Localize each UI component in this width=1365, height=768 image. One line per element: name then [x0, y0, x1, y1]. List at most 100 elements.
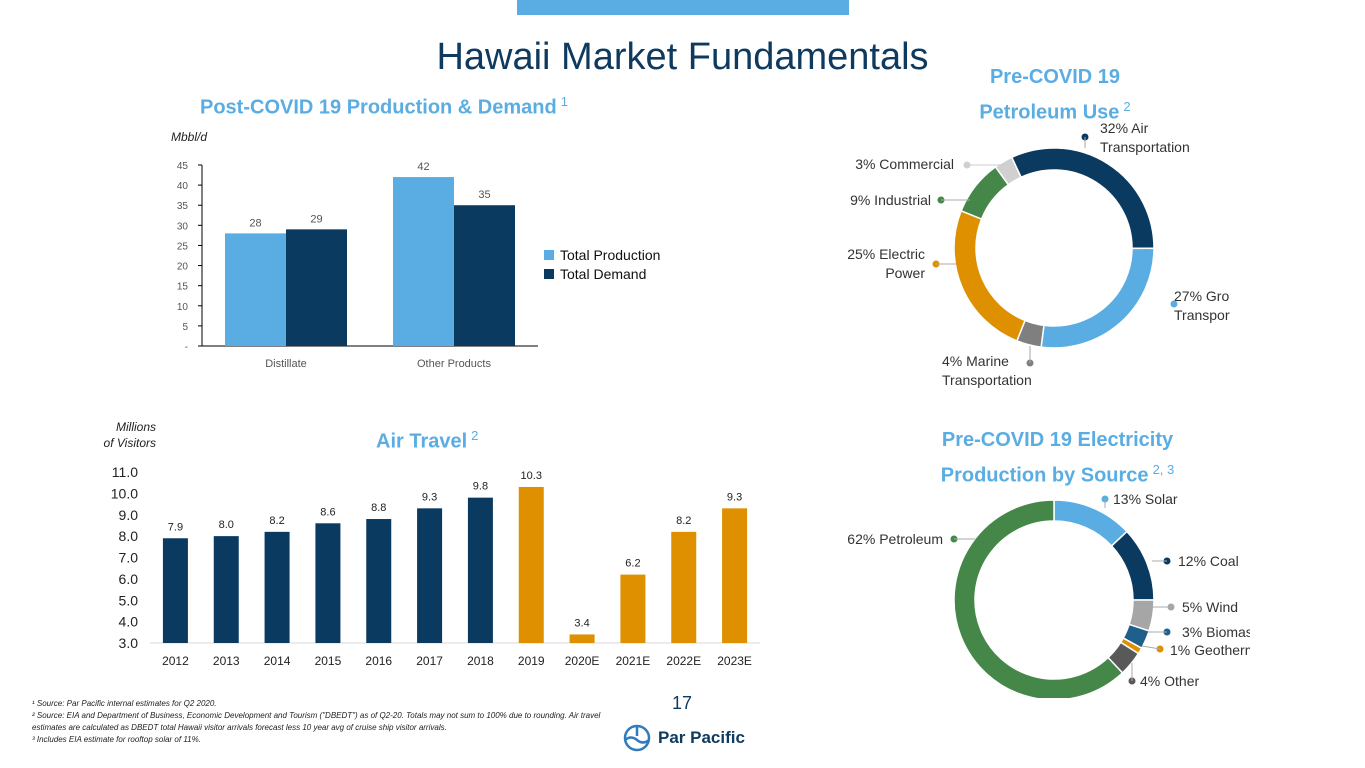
legend-label-production: Total Production — [560, 247, 661, 263]
donut-slice — [1110, 530, 1155, 601]
legend-label-demand: Total Demand — [560, 266, 647, 282]
slice-label: 1% Geothermal — [1170, 642, 1250, 658]
bar-value-label: 29 — [310, 213, 322, 225]
donut-slice — [994, 156, 1023, 186]
production-demand-title-sup: 1 — [560, 94, 568, 109]
slice-label: Power — [885, 265, 925, 281]
bar-value-label: 9.8 — [473, 481, 488, 493]
slice-label: 25% Electric — [847, 246, 925, 262]
donut-slice — [1010, 147, 1155, 250]
y-tick-label: 5 — [182, 322, 188, 333]
x-category-label: 2021E — [616, 654, 651, 668]
bar-value-label: 6.2 — [625, 558, 640, 570]
air-travel-title-text: Air Travel — [376, 430, 468, 453]
slice-label: 32% Air — [1100, 120, 1149, 136]
legend-total-demand: Total Demand — [544, 266, 646, 282]
bar-value-label: 8.0 — [219, 519, 234, 531]
bar — [225, 233, 286, 346]
petroleum-use-title-line2: Petroleum Use — [979, 101, 1120, 124]
footnote-2: ² Source: EIA and Department of Business… — [32, 711, 601, 732]
y-tick-label: 35 — [177, 201, 189, 212]
y-tick-label: 8.0 — [119, 528, 139, 544]
air-travel-unit-line2: of Visitors — [103, 436, 156, 450]
y-tick-label: 10.0 — [111, 485, 138, 501]
y-tick-label: 7.0 — [119, 550, 139, 566]
slice-label: Transportation — [1100, 139, 1190, 155]
y-tick-label: 6.0 — [119, 571, 139, 587]
legend-total-production: Total Production — [544, 247, 660, 263]
x-category-label: 2015 — [315, 654, 342, 668]
bar — [286, 229, 347, 346]
bar — [620, 574, 646, 643]
slice-label: 9% Industrial — [850, 192, 931, 208]
air-travel-chart: 3.0 4.0 5.0 6.0 7.0 8.0 9.0 10.0 11.0 7.9 2012 8.0 2… — [111, 464, 760, 668]
bar — [417, 508, 443, 643]
bar — [454, 205, 515, 346]
x-category-label: 2012 — [162, 654, 189, 668]
y-tick-label: 45 — [177, 161, 189, 172]
legend-swatch-production — [544, 250, 554, 260]
callout-line — [1141, 645, 1161, 650]
logo-wordmark: Par Pacific — [658, 728, 745, 747]
page-title: Hawaii Market Fundamentals — [436, 36, 929, 78]
y-tick-label: 40 — [177, 181, 189, 192]
bar-value-label: 8.2 — [676, 515, 691, 527]
electricity-title-line2-wrap: Production by Source 2, 3 — [915, 455, 1200, 491]
bar — [467, 497, 493, 643]
y-tick-label: 25 — [177, 241, 189, 252]
y-tick-label: - — [185, 342, 188, 353]
air-travel-title-sup: 2 — [471, 428, 479, 443]
x-category-label: 2013 — [213, 654, 240, 668]
logo-mark-icon — [623, 724, 651, 752]
slice-label: 4% Other — [1140, 673, 1199, 689]
x-category-label: 2016 — [365, 654, 392, 668]
petroleum-use-title-line2-wrap: Petroleum Use 2 — [940, 92, 1170, 128]
slice-label: 62% Petroleum — [847, 531, 943, 547]
slice-label: Transportation — [1174, 307, 1230, 323]
footnote-3: ³ Includes EIA estimate for rooftop sola… — [32, 735, 201, 744]
bar — [722, 508, 748, 643]
electricity-donut: 13% Solar 12% Coal 5% Wind 3% Biomass 1% Geo… — [847, 491, 1250, 698]
donut-slice — [953, 499, 1124, 698]
y-tick-label: 3.0 — [119, 635, 139, 651]
donut-slice — [1040, 247, 1155, 349]
y-tick-label: 30 — [177, 221, 189, 232]
bar — [393, 177, 454, 346]
electricity-title: Pre-COVID 19 Electricity Production by S… — [915, 426, 1200, 491]
bar-value-label: 10.3 — [521, 470, 542, 482]
petroleum-use-title: Pre-COVID 19 Petroleum Use 2 — [940, 63, 1170, 128]
air-travel-unit-line1: Millions — [115, 420, 156, 434]
slice-label: Transportation — [942, 372, 1032, 388]
petroleum-use-title-sup: 2 — [1123, 99, 1131, 114]
bar-value-label: 8.6 — [320, 506, 335, 518]
bar-value-label: 35 — [478, 189, 490, 201]
slice-label: 13% Solar — [1113, 491, 1178, 507]
bar — [162, 538, 188, 643]
legend-swatch-demand — [544, 269, 554, 279]
electricity-title-line1: Pre-COVID 19 Electricity — [941, 429, 1174, 451]
bar-value-label: 8.8 — [371, 502, 386, 514]
electricity-title-sup: 2, 3 — [1152, 462, 1175, 477]
bar-value-label: 7.9 — [168, 521, 183, 533]
y-tick-label: 9.0 — [119, 507, 139, 523]
production-demand-title: Post-COVID 19 Production & Demand 1 — [200, 94, 568, 120]
slice-label: 3% Biomass — [1182, 624, 1250, 640]
bar-value-label: 28 — [249, 217, 261, 229]
bar-value-label: 3.4 — [574, 617, 589, 629]
y-tick-label: 20 — [177, 262, 189, 273]
x-category-label: 2023E — [717, 654, 752, 668]
air-travel-unit: Millions of Visitors — [96, 419, 156, 451]
slice-label: 4% Marine — [942, 353, 1009, 369]
production-demand-unit: Mbbl/d — [171, 130, 208, 144]
bar — [569, 634, 595, 643]
bar — [264, 531, 290, 643]
slice-label: 12% Coal — [1178, 553, 1239, 569]
x-category-label: Distillate — [265, 358, 307, 370]
petroleum-use-donut: 32% Air Transportation 27% Ground Transport… — [847, 120, 1230, 388]
y-tick-label: 5.0 — [119, 592, 139, 608]
page-number: 17 — [672, 693, 693, 713]
bar-value-label: 9.3 — [422, 491, 437, 503]
bar — [366, 519, 392, 643]
slice-label: 5% Wind — [1182, 599, 1238, 615]
bar — [315, 523, 341, 643]
